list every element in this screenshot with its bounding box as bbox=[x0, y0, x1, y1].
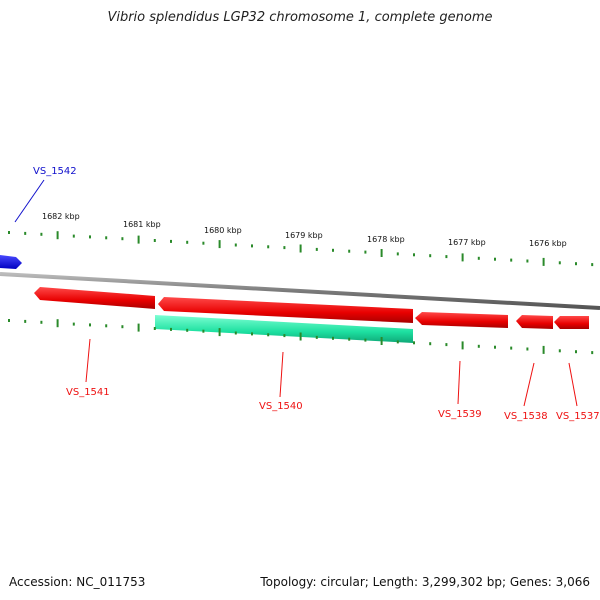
ruler-label-1677: 1677 kbp bbox=[448, 238, 486, 247]
gene-label-vs-1542[interactable]: VS_1542 bbox=[33, 166, 77, 177]
gene-vs-1538[interactable] bbox=[516, 315, 553, 329]
gene-label-vs-1537[interactable]: VS_1537 bbox=[556, 411, 600, 422]
gene-vs-1539[interactable] bbox=[415, 312, 508, 328]
outer-tick-ruler bbox=[8, 231, 594, 267]
ruler-label-1682: 1682 kbp bbox=[42, 212, 80, 221]
ruler-label-1676: 1676 kbp bbox=[529, 239, 567, 248]
gene-vs-1540[interactable] bbox=[158, 297, 413, 323]
accession-text: Accession: NC_011753 bbox=[9, 575, 146, 589]
leader-vs-1539 bbox=[457, 360, 461, 405]
gene-labels: VS_1542 VS_1541 VS_1540 VS_1539 VS_1538 … bbox=[33, 166, 600, 422]
leader-vs-1537 bbox=[568, 362, 578, 407]
gene-label-vs-1539[interactable]: VS_1539 bbox=[438, 409, 482, 420]
ruler-labels: 1682 kbp 1681 kbp 1680 kbp 1679 kbp 1678… bbox=[42, 212, 567, 248]
genome-backbone bbox=[0, 272, 600, 310]
leader-vs-1540 bbox=[279, 351, 284, 398]
inner-tick-ruler bbox=[8, 319, 594, 355]
gene-label-vs-1538[interactable]: VS_1538 bbox=[504, 411, 548, 422]
gene-vs-1541[interactable] bbox=[34, 287, 155, 309]
genome-info-text: Topology: circular; Length: 3,299,302 bp… bbox=[260, 575, 590, 589]
leader-vs-1542 bbox=[14, 179, 45, 223]
gene-label-vs-1541[interactable]: VS_1541 bbox=[66, 387, 110, 398]
forward-gene-track bbox=[34, 287, 589, 329]
ruler-label-1680: 1680 kbp bbox=[204, 226, 242, 235]
ruler-label-1678: 1678 kbp bbox=[367, 235, 405, 244]
leader-vs-1541 bbox=[85, 338, 91, 383]
gene-vs-1542[interactable] bbox=[0, 255, 22, 269]
leader-vs-1538 bbox=[523, 362, 535, 407]
page-title: Vibrio splendidus LGP32 chromosome 1, co… bbox=[107, 10, 493, 25]
gene-vs-1537[interactable] bbox=[554, 316, 589, 329]
gene-label-vs-1540[interactable]: VS_1540 bbox=[259, 401, 303, 412]
rna-feature[interactable] bbox=[155, 315, 413, 343]
ruler-label-1681: 1681 kbp bbox=[123, 220, 161, 229]
ruler-label-1679: 1679 kbp bbox=[285, 231, 323, 240]
gene-label-leaders bbox=[14, 179, 578, 407]
